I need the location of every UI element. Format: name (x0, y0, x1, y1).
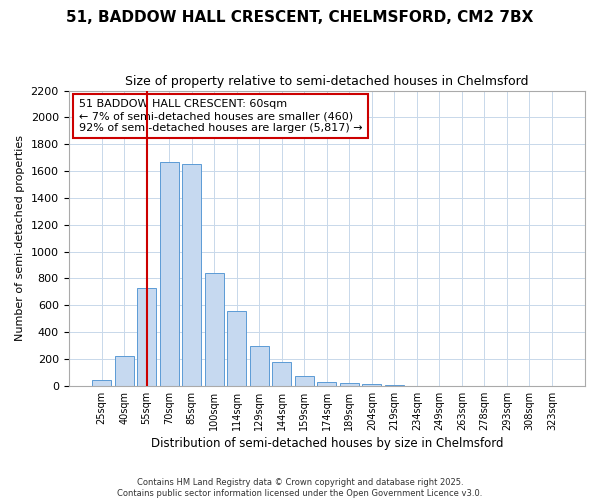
Title: Size of property relative to semi-detached houses in Chelmsford: Size of property relative to semi-detach… (125, 75, 529, 88)
Bar (385, 385, 404, 386)
Y-axis label: Number of semi-detached properties: Number of semi-detached properties (15, 135, 25, 341)
Bar (227, 310, 246, 386)
Text: 51, BADDOW HALL CRESCENT, CHELMSFORD, CM2 7BX: 51, BADDOW HALL CRESCENT, CHELMSFORD, CM… (67, 10, 533, 25)
Bar (92, 380, 111, 386)
Text: Contains HM Land Registry data © Crown copyright and database right 2025.
Contai: Contains HM Land Registry data © Crown c… (118, 478, 482, 498)
Bar (362, 384, 382, 386)
Bar (340, 383, 359, 386)
Bar (295, 376, 314, 386)
Bar (137, 288, 156, 386)
Bar (205, 273, 224, 386)
Bar (317, 382, 337, 386)
Bar (182, 164, 201, 386)
X-axis label: Distribution of semi-detached houses by size in Chelmsford: Distribution of semi-detached houses by … (151, 437, 503, 450)
Text: 51 BADDOW HALL CRESCENT: 60sqm
← 7% of semi-detached houses are smaller (460)
92: 51 BADDOW HALL CRESCENT: 60sqm ← 7% of s… (79, 100, 362, 132)
Bar (272, 362, 291, 386)
Bar (160, 162, 179, 386)
Bar (250, 346, 269, 386)
Bar (115, 356, 134, 386)
